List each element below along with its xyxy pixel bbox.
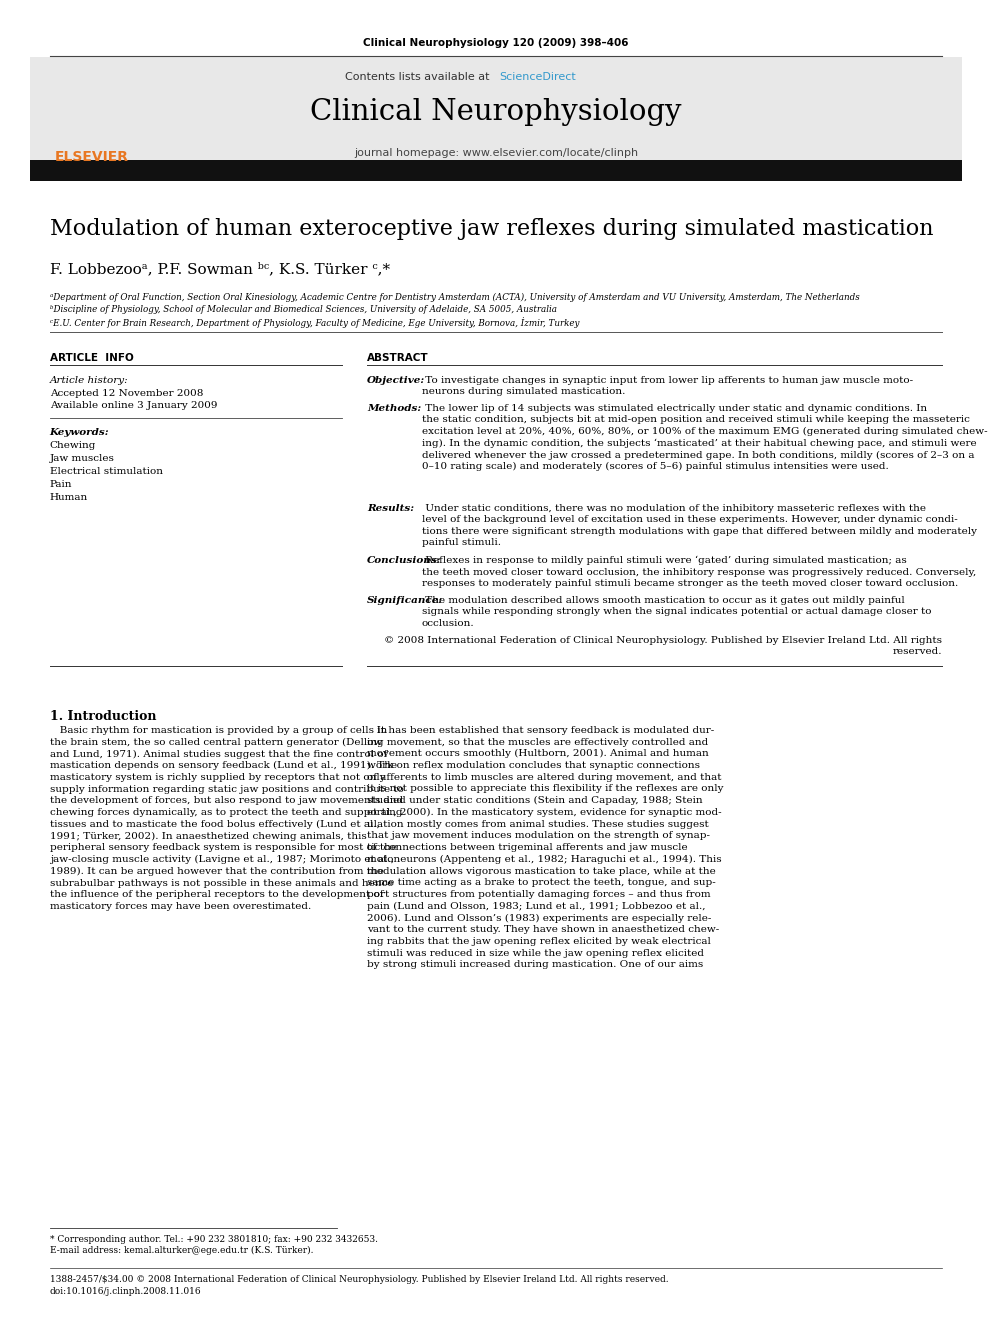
Text: The lower lip of 14 subjects was stimulated electrically under static and dynami: The lower lip of 14 subjects was stimula…: [422, 404, 987, 471]
Text: Keywords:: Keywords:: [50, 429, 109, 437]
Text: To investigate changes in synaptic input from lower lip afferents to human jaw m: To investigate changes in synaptic input…: [422, 376, 913, 397]
Text: E-mail address: kemal.alturker@ege.edu.tr (K.S. Türker).: E-mail address: kemal.alturker@ege.edu.t…: [50, 1246, 313, 1256]
Text: Conclusions:: Conclusions:: [367, 556, 441, 565]
Text: Results:: Results:: [367, 504, 415, 513]
Text: Modulation of human exteroceptive jaw reflexes during simulated mastication: Modulation of human exteroceptive jaw re…: [50, 218, 933, 239]
Text: 1. Introduction: 1. Introduction: [50, 710, 156, 722]
Text: ABSTRACT: ABSTRACT: [367, 353, 429, 363]
Text: Clinical Neurophysiology: Clinical Neurophysiology: [310, 98, 682, 126]
Text: F. Lobbezooᵃ, P.F. Sowman ᵇᶜ, K.S. Türker ᶜ,*: F. Lobbezooᵃ, P.F. Sowman ᵇᶜ, K.S. Türke…: [50, 262, 390, 277]
Text: ARTICLE  INFO: ARTICLE INFO: [50, 353, 133, 363]
Text: It has been established that sensory feedback is modulated dur-
ing movement, so: It has been established that sensory fee…: [367, 726, 723, 970]
Text: Objective:: Objective:: [367, 376, 426, 385]
Text: journal homepage: www.elsevier.com/locate/clinph: journal homepage: www.elsevier.com/locat…: [354, 148, 638, 157]
Text: ᵃDepartment of Oral Function, Section Oral Kinesiology, Academic Centre for Dent: ᵃDepartment of Oral Function, Section Or…: [50, 292, 859, 302]
Text: Jaw muscles: Jaw muscles: [50, 454, 114, 463]
Text: Article history:: Article history:: [50, 376, 128, 385]
Text: Available online 3 January 2009: Available online 3 January 2009: [50, 401, 217, 410]
Text: Accepted 12 November 2008: Accepted 12 November 2008: [50, 389, 203, 398]
Text: Electrical stimulation: Electrical stimulation: [50, 467, 163, 476]
Text: Pain: Pain: [50, 480, 72, 490]
Text: ELSEVIER: ELSEVIER: [55, 149, 129, 164]
Text: Clinical Neurophysiology 120 (2009) 398–406: Clinical Neurophysiology 120 (2009) 398–…: [363, 38, 629, 48]
Text: Methods:: Methods:: [367, 404, 422, 413]
Text: Significance:: Significance:: [367, 595, 443, 605]
Text: ScienceDirect: ScienceDirect: [499, 71, 575, 82]
Text: Reflexes in response to mildly painful stimuli were ‘gated’ during simulated mas: Reflexes in response to mildly painful s…: [422, 556, 976, 589]
Text: The modulation described allows smooth mastication to occur as it gates out mild: The modulation described allows smooth m…: [422, 595, 931, 628]
Text: Contents lists available at: Contents lists available at: [345, 71, 493, 82]
Text: Human: Human: [50, 493, 88, 501]
Text: Basic rhythm for mastication is provided by a group of cells in
the brain stem, : Basic rhythm for mastication is provided…: [50, 726, 404, 912]
Text: © 2008 International Federation of Clinical Neurophysiology. Published by Elsevi: © 2008 International Federation of Clini…: [384, 636, 942, 656]
Bar: [30, 57, 962, 179]
Text: 1388-2457/$34.00 © 2008 International Federation of Clinical Neurophysiology. Pu: 1388-2457/$34.00 © 2008 International Fe…: [50, 1275, 669, 1285]
Bar: [30, 160, 962, 181]
Text: doi:10.1016/j.clinph.2008.11.016: doi:10.1016/j.clinph.2008.11.016: [50, 1287, 201, 1297]
Text: Chewing: Chewing: [50, 441, 96, 450]
Text: ᶜE.U. Center for Brain Research, Department of Physiology, Faculty of Medicine, : ᶜE.U. Center for Brain Research, Departm…: [50, 318, 579, 328]
Text: ᵇDiscipline of Physiology, School of Molecular and Biomedical Sciences, Universi: ᵇDiscipline of Physiology, School of Mol…: [50, 306, 557, 314]
Text: Under static conditions, there was no modulation of the inhibitory masseteric re: Under static conditions, there was no mo…: [422, 504, 976, 548]
Text: * Corresponding author. Tel.: +90 232 3801810; fax: +90 232 3432653.: * Corresponding author. Tel.: +90 232 38…: [50, 1234, 378, 1244]
